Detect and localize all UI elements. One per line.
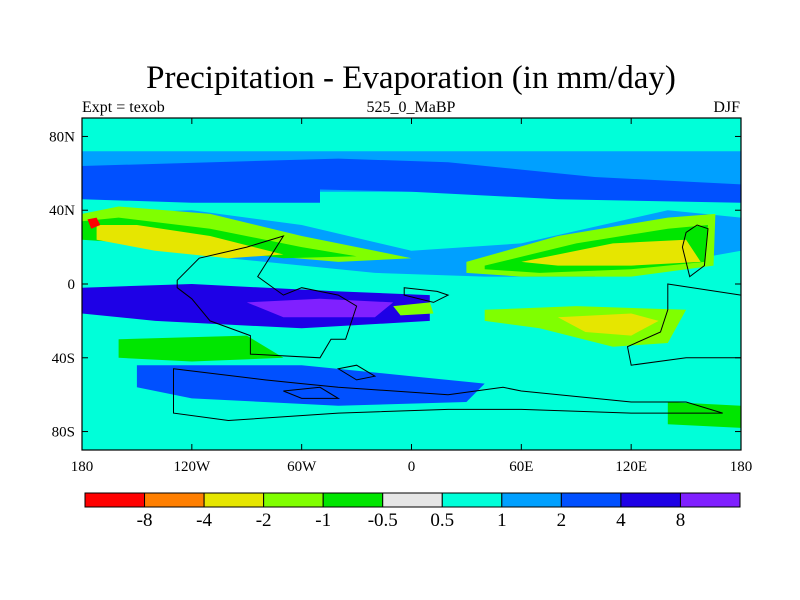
field-region-16 [557,313,659,336]
colorbar-swatch-2 [203,492,265,508]
y-tick-label-1: 40N [49,203,75,219]
colorbar-swatch-9 [620,492,681,508]
colorbar-swatch-10 [679,492,741,508]
colorbar-swatch-7 [501,492,562,508]
y-tick-label-4: 80S [52,425,75,441]
y-tick-label-0: 80N [49,129,75,145]
x-tick-label-5: 120E [615,459,647,475]
chart-title: Precipitation - Evaporation (in mm/day) [146,60,676,96]
y-tick-label-2: 0 [68,277,76,293]
colorbar-label-1: -4 [196,510,212,531]
colorbar-swatch-4 [322,492,384,508]
land-outline-2 [681,224,709,278]
field-region-13 [246,298,394,318]
x-tick-label-4: 60E [509,459,533,475]
colorbar-label-2: -2 [256,510,272,531]
x-tick-label-6: 180 [730,459,753,475]
colorbar-swatch-1 [144,492,205,508]
colorbar-swatch-3 [263,492,324,508]
colorbar-swatch-6 [441,492,503,508]
season-label: DJF [713,99,740,116]
colorbar-swatch-0 [84,492,146,508]
field-region-8 [87,217,101,229]
field-layer [82,118,741,450]
experiment-label: Expt = texob [82,99,165,116]
land-outline-1 [403,287,450,303]
colorbar-label-9: 8 [676,510,686,531]
land-outline-6 [283,386,341,399]
axis-ticks: 180 120W 60W 0 60E 120E 180 80N 40N 0 40S 80S [49,118,752,475]
colorbar-swatch-5 [382,492,443,508]
colorbar-label-5: 0.5 [430,510,454,531]
land-outline-4 [173,368,723,422]
colorbar-label-0: -8 [137,510,153,531]
field-region-5 [82,206,412,262]
x-tick-label-3: 0 [408,459,416,475]
field-region-11 [521,239,701,266]
colorbar-label-8: 4 [616,510,626,531]
x-tick-label-0: 180 [71,459,94,475]
field-region-17 [118,335,284,362]
period-label: 525_0_MaBP [366,99,456,116]
field-region-14 [393,302,434,316]
x-tick-label-1: 120W [173,459,211,475]
y-tick-label-3: 40S [52,351,75,367]
colorbar-label-3: -1 [315,510,331,531]
field-region-19 [667,402,741,428]
x-tick-label-2: 60W [287,459,317,475]
field-region-3 [82,180,320,203]
land-outline-3 [626,283,741,366]
field-region-12 [82,284,430,329]
field-region-2 [82,158,741,203]
colorbar-label-6: 1 [497,510,507,531]
land-outline-0 [176,235,358,359]
colorbar-label-4: -0.5 [368,510,398,531]
colorbar-swatch-8 [560,492,622,508]
land-outline-layer [173,224,741,422]
colorbar: -8 -4 -2 -1 -0.5 0.5 1 2 4 8 [84,492,741,531]
land-outline-5 [336,364,377,381]
colorbar-label-7: 2 [557,510,567,531]
